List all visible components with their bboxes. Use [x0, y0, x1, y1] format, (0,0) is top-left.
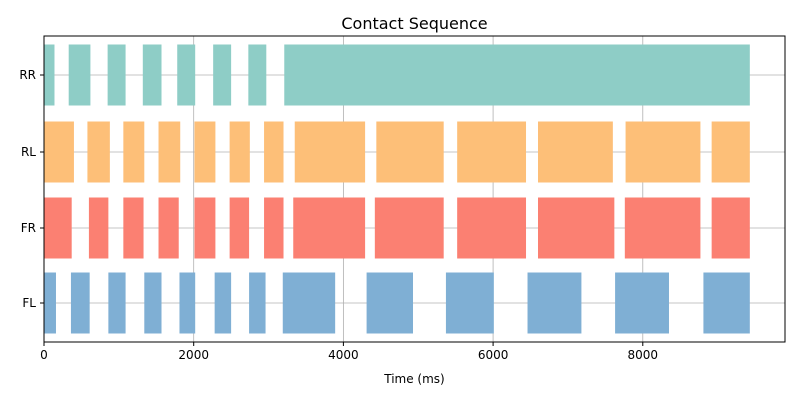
contact-bar-rl [711, 121, 750, 183]
contact-bar-rl [44, 121, 74, 183]
contact-bar-rr [213, 44, 232, 106]
contact-bar-rr [248, 44, 267, 106]
contact-bar-fl [366, 272, 414, 334]
contact-bar-fl [527, 272, 582, 334]
y-tick-label-fl: FL [22, 296, 36, 310]
plot-bars [44, 44, 750, 334]
contact-bar-rl [264, 121, 284, 183]
contact-bar-fr [88, 197, 109, 259]
contact-bar-rl [123, 121, 145, 183]
contact-bar-rl [457, 121, 527, 183]
chart-title: Contact Sequence [341, 14, 487, 33]
contact-bar-fr [194, 197, 216, 259]
y-axis-ticks: FL FR RL RR [19, 68, 44, 310]
x-tick-label: 8000 [628, 348, 659, 362]
contact-bar-fl [445, 272, 494, 334]
contact-bar-fr [457, 197, 527, 259]
x-axis-label: Time (ms) [383, 372, 445, 386]
contact-bar-fl [179, 272, 196, 334]
x-tick-label: 0 [40, 348, 48, 362]
contact-bar-rr [142, 44, 162, 106]
contact-bar-fl [44, 272, 56, 334]
contact-bar-rr [44, 44, 55, 106]
contact-bar-rr [68, 44, 91, 106]
contact-bar-fr [229, 197, 250, 259]
x-tick-label: 4000 [328, 348, 359, 362]
contact-bar-fl [70, 272, 90, 334]
contact-bar-rr [107, 44, 126, 106]
contact-bar-fr [624, 197, 701, 259]
contact-bar-fr [44, 197, 72, 259]
contact-bar-fl [249, 272, 266, 334]
contact-bar-rl [625, 121, 701, 183]
contact-bar-rl [376, 121, 444, 183]
contact-bar-fr [538, 197, 615, 259]
contact-bar-rl [194, 121, 216, 183]
x-axis-ticks: 0 2000 4000 6000 8000 [40, 342, 658, 362]
plot-frame [43, 35, 786, 343]
contact-bar-fl [144, 272, 162, 334]
y-tick-label-fr: FR [21, 221, 36, 235]
contact-bar-rr [177, 44, 196, 106]
contact-bar-fl [615, 272, 669, 334]
x-tick-label: 6000 [478, 348, 509, 362]
y-tick-label-rr: RR [19, 68, 36, 82]
contact-bar-fl [108, 272, 126, 334]
contact-bar-rl [87, 121, 110, 183]
contact-bar-fl [214, 272, 232, 334]
contact-bar-fr [711, 197, 750, 259]
contact-bar-fr [374, 197, 444, 259]
contact-bar-fr [158, 197, 179, 259]
contact-bar-fr [264, 197, 284, 259]
contact-bar-fl [282, 272, 336, 334]
contact-bar-rl [538, 121, 613, 183]
contact-bar-rl [229, 121, 250, 183]
contact-bar-rl [294, 121, 366, 183]
contact-bar-fr [293, 197, 366, 259]
y-tick-label-rl: RL [21, 145, 36, 159]
x-tick-label: 2000 [178, 348, 209, 362]
contact-bar-fr [123, 197, 144, 259]
contact-bar-rr [284, 44, 750, 106]
contact-bar-fl [703, 272, 750, 334]
contact-bar-rl [158, 121, 181, 183]
